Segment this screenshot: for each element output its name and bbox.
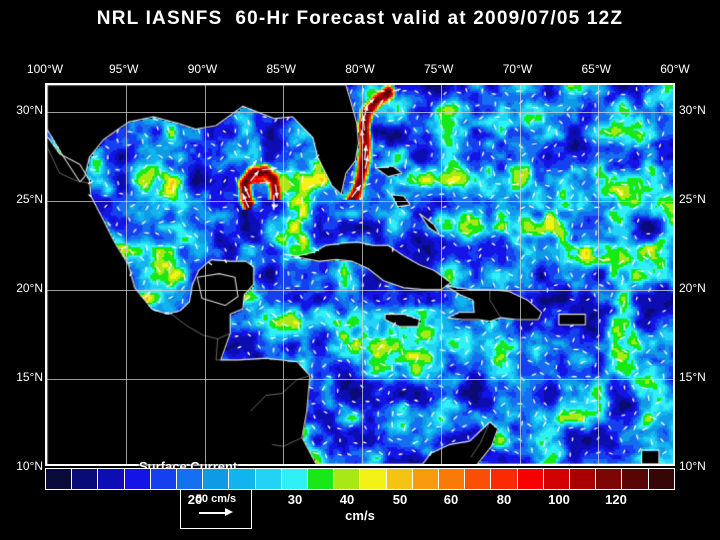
- colorbar-cell: [412, 469, 440, 489]
- lat-tick-label: 30°N: [16, 102, 43, 117]
- lat-tick-label: 10°N: [16, 459, 43, 473]
- lon-tick-label: 80°W: [345, 62, 375, 76]
- lat-tick-label: 10°N: [679, 459, 706, 473]
- colorbar-cell: [334, 469, 361, 489]
- latitude-axis-left: 30°N 25°N 20°N 15°N 10°N: [0, 0, 43, 540]
- gridline-meridian: [598, 85, 600, 464]
- colorbar-tick-label: 120: [605, 492, 627, 507]
- gridline-meridian: [440, 85, 442, 464]
- colorbar-cell: [622, 469, 649, 489]
- vector-arrow-icon: [199, 508, 233, 517]
- colorbar-cell: [491, 469, 518, 489]
- colorbar-cell: [72, 469, 99, 489]
- page-title: NRL IASNFS 60-Hr Forecast valid at 2009/…: [96, 8, 624, 29]
- colorbar-tick-label: 100: [548, 492, 570, 507]
- colorbar-cell: [648, 469, 674, 489]
- lat-tick-label: 30°N: [679, 102, 706, 117]
- gridline-meridian: [283, 85, 285, 464]
- colorbar-tick-label: 50: [392, 492, 408, 507]
- colorbar-cell: [465, 469, 492, 489]
- colorbar-cell: [203, 469, 230, 489]
- lon-tick-label: 100°W: [26, 62, 64, 76]
- gridline-meridian: [204, 85, 206, 464]
- colorbar-cell: [229, 469, 256, 489]
- lon-tick-label: 60°W: [660, 62, 690, 76]
- colorbar-cell: [124, 469, 151, 489]
- latitude-axis-right: 30°N 25°N 20°N 15°N 10°N: [679, 0, 720, 540]
- gridline-meridian: [125, 85, 127, 464]
- colorbar-cell: [98, 469, 125, 489]
- colorbar-tick-label: 40: [339, 492, 355, 507]
- colorbar-tick-label: 80: [496, 492, 512, 507]
- lat-tick-label: 20°N: [679, 280, 706, 295]
- lat-tick-label: 20°N: [16, 280, 43, 295]
- gridline-parallel: [47, 289, 673, 291]
- colorbar-cell: [517, 469, 544, 489]
- colorbar-tick-labels: 20 30 40 50 60 80 100 120: [0, 492, 720, 510]
- lon-tick-label: 70°W: [502, 62, 533, 76]
- colorbar-tick-label: 60: [443, 492, 459, 507]
- current-speed-heatmap: [47, 85, 673, 464]
- colorbar-cell: [360, 469, 387, 489]
- colorbar-cells: [45, 468, 675, 490]
- colorbar-tick-label: 30: [287, 492, 303, 507]
- longitude-axis: 100°W 95°W 90°W 85°W 80°W 75°W 70°W 65°W 60°W: [0, 62, 720, 78]
- lon-tick-label: 90°W: [187, 62, 218, 76]
- lat-tick-label: 15°N: [16, 369, 43, 384]
- gridline-parallel: [47, 200, 673, 202]
- lon-tick-label: 75°W: [424, 62, 454, 76]
- colorbar-cell: [543, 469, 571, 489]
- map-plot-area[interactable]: Surface Current 50 cm/s: [45, 83, 675, 529]
- lat-tick-label: 25°N: [679, 191, 706, 206]
- gridline-parallel: [47, 378, 673, 380]
- gridline-meridian: [362, 85, 363, 464]
- colorbar-cell: [46, 469, 73, 489]
- colorbar: [45, 468, 675, 490]
- colorbar-cell: [150, 469, 178, 489]
- colorbar-cell: [596, 469, 623, 489]
- vector-scale-value: 50 cm/s: [195, 493, 237, 505]
- lat-tick-label: 25°N: [16, 191, 43, 206]
- lat-tick-label: 15°N: [679, 369, 706, 384]
- colorbar-cell: [281, 469, 309, 489]
- lon-tick-label: 85°W: [266, 62, 296, 76]
- colorbar-cell: [255, 469, 282, 489]
- colorbar-cell: [439, 469, 466, 489]
- colorbar-units-label: cm/s: [345, 508, 375, 523]
- colorbar-cell: [308, 469, 335, 489]
- gridline-meridian: [519, 85, 521, 464]
- lon-tick-label: 95°W: [109, 62, 139, 76]
- colorbar-cell: [570, 469, 597, 489]
- colorbar-cell: [386, 469, 413, 489]
- colorbar-cell: [177, 469, 204, 489]
- lon-tick-label: 65°W: [581, 62, 611, 76]
- colorbar-tick-label: 20: [187, 492, 203, 507]
- gridline-parallel: [47, 111, 673, 113]
